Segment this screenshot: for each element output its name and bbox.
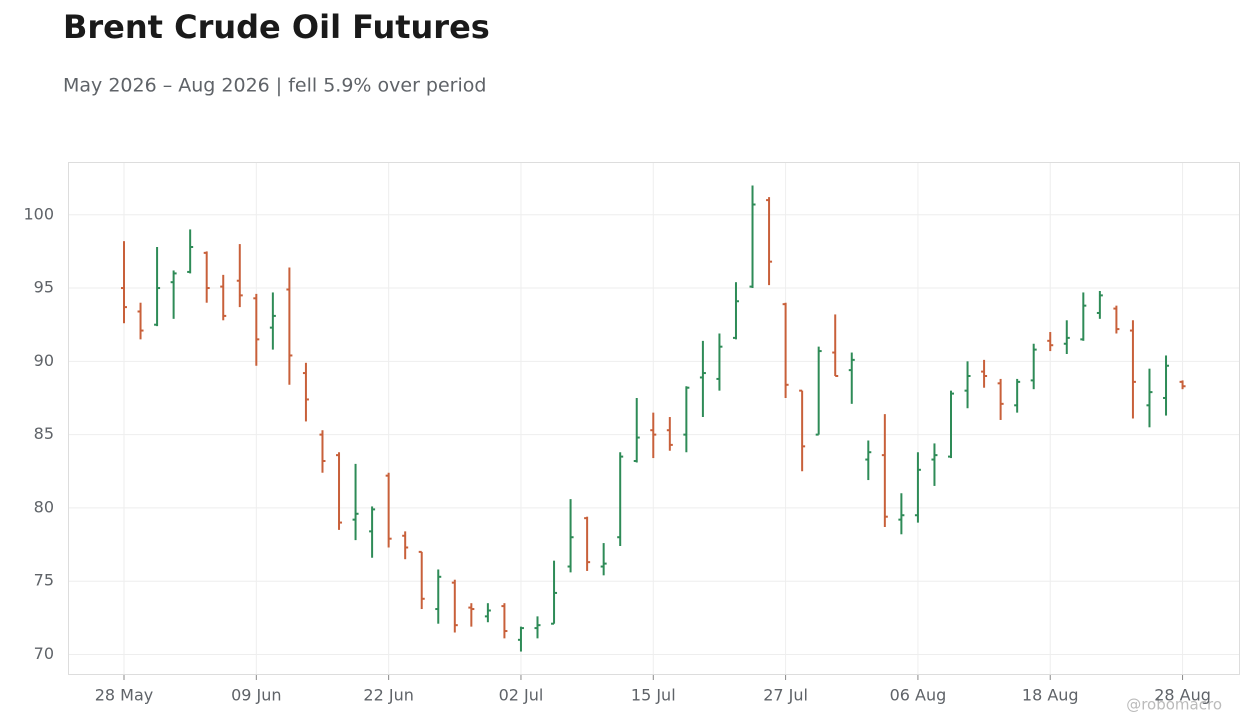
y-tick-label: 90 [34, 351, 54, 370]
x-tick-label: 18 Aug [1022, 686, 1079, 705]
y-tick-label: 80 [34, 497, 54, 516]
x-tick-label: 15 Jul [631, 686, 676, 705]
plot-frame [68, 162, 1240, 675]
x-tick-label: 28 May [95, 686, 154, 705]
x-tick-label: 09 Jun [231, 686, 281, 705]
chart-subtitle: May 2026 – Aug 2026 | fell 5.9% over per… [63, 75, 486, 97]
x-tick-label: 28 Aug [1154, 686, 1211, 705]
y-tick-label: 75 [34, 571, 54, 590]
watermark: @robomacro [1126, 696, 1222, 714]
y-tick-label: 85 [34, 424, 54, 443]
x-tick-label: 22 Jun [363, 686, 413, 705]
x-tick-label: 06 Aug [890, 686, 947, 705]
x-tick-label: 27 Jul [763, 686, 808, 705]
x-tick-label: 02 Jul [499, 686, 544, 705]
chart-title: Brent Crude Oil Futures [63, 8, 490, 46]
y-tick-label: 100 [23, 204, 54, 223]
y-tick-label: 70 [34, 644, 54, 663]
y-tick-label: 95 [34, 278, 54, 297]
